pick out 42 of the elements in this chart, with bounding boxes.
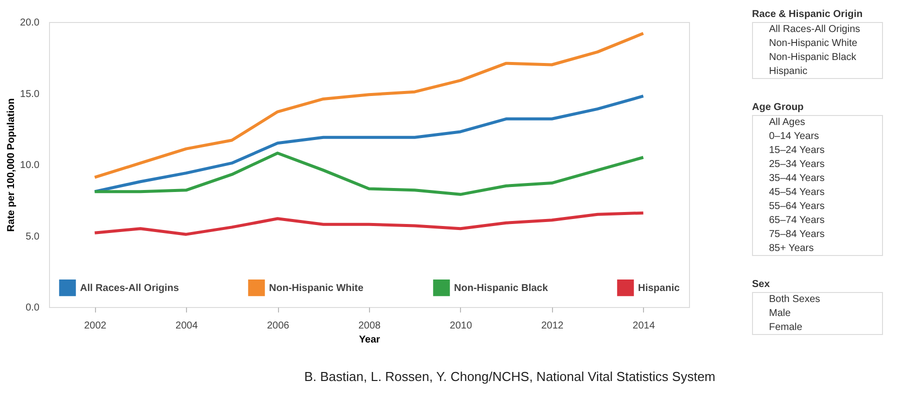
legend-label: Hispanic — [638, 282, 680, 294]
line-series — [93, 32, 645, 179]
line-series — [93, 152, 645, 196]
legend-label: Non-Hispanic White — [269, 282, 364, 294]
text: Hispanic — [769, 66, 808, 77]
y-tick-label: 15.0 — [20, 88, 40, 100]
legend-label: Non-Hispanic Black — [454, 282, 548, 294]
text: 35–44 Years — [769, 173, 825, 184]
x-axis-title: Year — [358, 334, 380, 346]
text: Non-Hispanic White — [769, 38, 858, 49]
text: 65–74 Years — [769, 215, 825, 226]
legend-label: All Races-All Origins — [80, 282, 180, 294]
y-tick-label: 10.0 — [20, 160, 40, 171]
text: Sex — [752, 279, 770, 290]
x-tick-label: 2014 — [632, 320, 656, 332]
text: Male — [769, 308, 792, 319]
x-tick-label: 2010 — [450, 320, 472, 332]
x-tick-label: 2006 — [266, 320, 290, 332]
y-tick-label: 5.0 — [26, 231, 40, 242]
text: Both Sexes — [769, 294, 820, 305]
y-axis-title: Rate per 100,000 Population — [6, 98, 18, 232]
text: 15–24 Years — [769, 145, 825, 156]
text: Female — [769, 322, 803, 333]
x-tick-label: 2008 — [358, 320, 382, 332]
text: Non-Hispanic Black — [769, 52, 858, 63]
x-tick-label: 2012 — [541, 320, 564, 332]
text: 55–64 Years — [769, 201, 825, 212]
text: Race & Hispanic Origin — [752, 9, 863, 20]
y-tick-label: 0.0 — [26, 302, 40, 314]
text: 75–84 Years — [769, 229, 825, 240]
text: All Ages — [769, 117, 806, 128]
text: 45–54 Years — [769, 187, 825, 198]
text: 0–14 Years — [769, 131, 820, 142]
y-tick-label: 20.0 — [20, 18, 40, 28]
line-series — [93, 211, 645, 236]
text: B. Bastian, L. Rossen, Y. Chong/NCHS, National Vital Statistics System — [304, 369, 716, 384]
x-tick-label: 2002 — [84, 320, 107, 332]
text: 25–34 Years — [769, 159, 825, 170]
text: All Races-All Origins — [769, 24, 860, 35]
x-tick-label: 2004 — [176, 320, 198, 332]
text: 85+ Years — [769, 243, 814, 254]
text: Age Group — [752, 102, 804, 113]
